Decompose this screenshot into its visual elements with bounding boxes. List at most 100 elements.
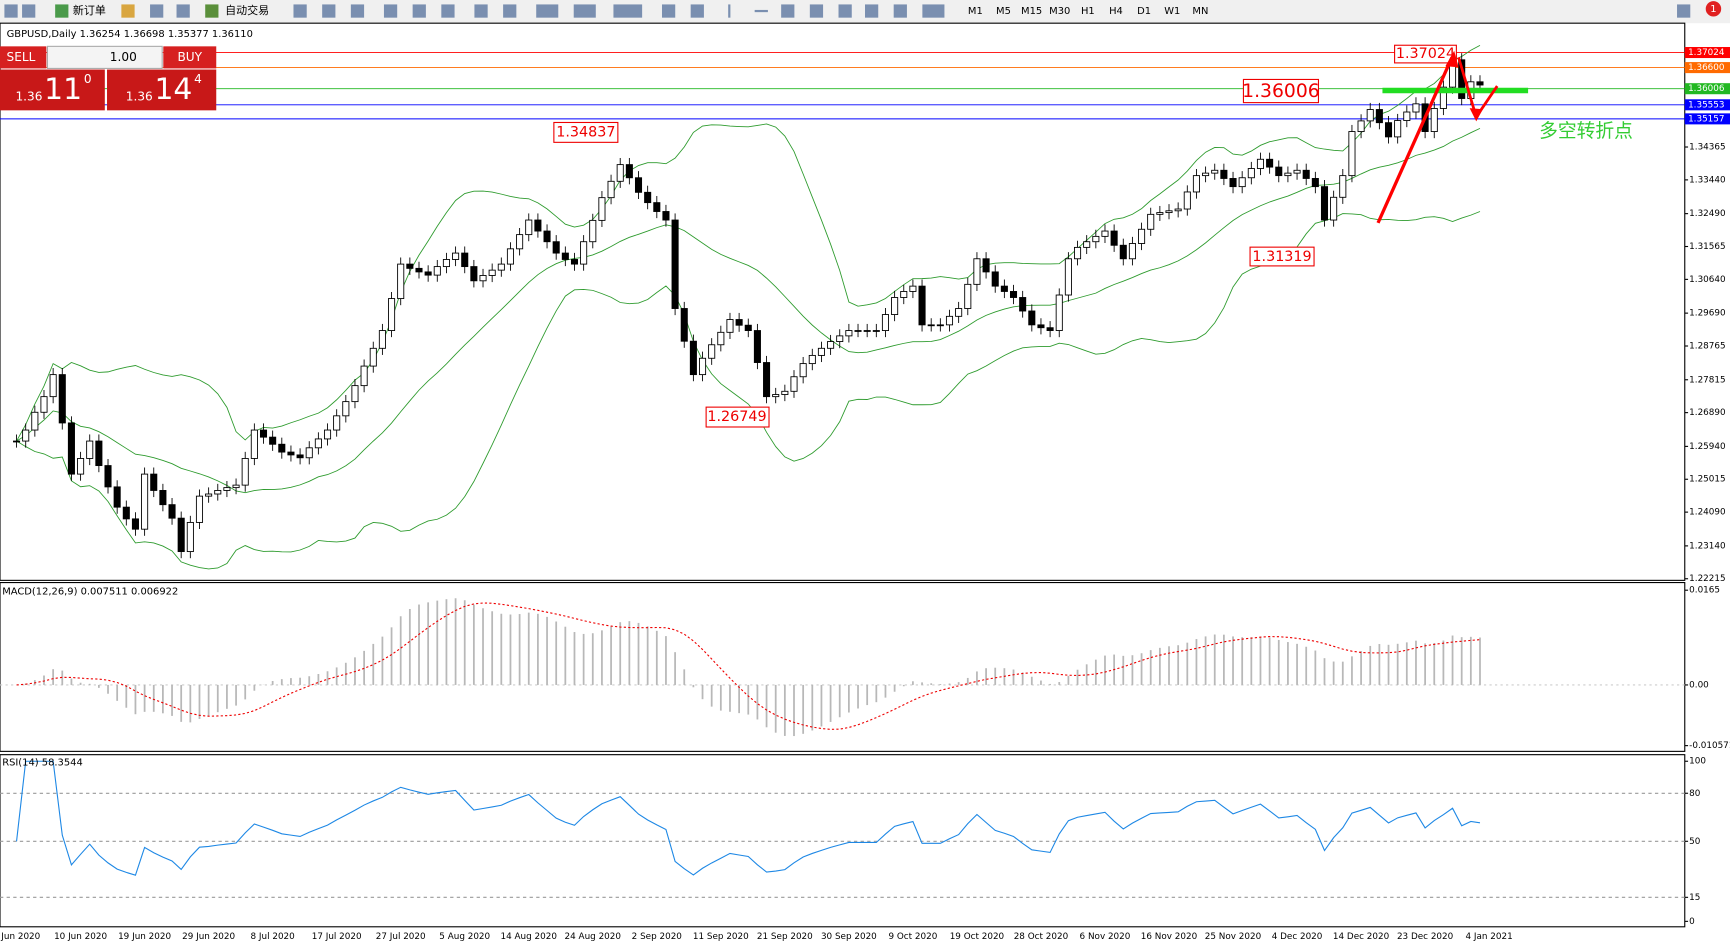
candle-body bbox=[598, 197, 606, 221]
bollinger-band bbox=[16, 44, 1481, 442]
sell-price-big: 1.36 bbox=[15, 90, 42, 104]
candle-body bbox=[186, 521, 194, 553]
sell-button[interactable] bbox=[0, 46, 47, 69]
candle-body bbox=[195, 495, 204, 523]
candle-body bbox=[1229, 178, 1237, 188]
candle-body bbox=[113, 486, 121, 508]
y-tick-label: 1.27815 bbox=[1689, 375, 1725, 385]
candle-body bbox=[31, 411, 39, 431]
timeframe-button[interactable]: H4 bbox=[1109, 6, 1123, 17]
auto-trading-button[interactable]: 自动交易 bbox=[225, 3, 269, 17]
candle-body bbox=[1074, 246, 1082, 260]
candle-body bbox=[506, 248, 514, 265]
timeframe-button[interactable]: M15 bbox=[1021, 6, 1042, 17]
rsi-label: RSI(14) 58.3544 bbox=[2, 757, 83, 768]
rsi-panel bbox=[0, 754, 1686, 928]
x-tick-label: 17 Jul 2020 bbox=[312, 932, 362, 942]
y-tick-label: 1.25015 bbox=[1689, 475, 1725, 485]
annotation: 多空转折点 bbox=[1539, 120, 1633, 142]
timeframe-button[interactable]: M5 bbox=[996, 6, 1011, 17]
candle-body bbox=[1302, 169, 1310, 179]
buy-price[interactable] bbox=[107, 69, 217, 111]
new-order-button[interactable]: 新订单 bbox=[73, 3, 106, 17]
x-tick-label: 10 Jun 2020 bbox=[54, 932, 107, 942]
x-tick-label: 19 Oct 2020 bbox=[950, 932, 1005, 942]
timeframe-button[interactable]: M1 bbox=[968, 6, 983, 17]
price-level-label: 1.36006 bbox=[1688, 84, 1725, 94]
candle-body bbox=[40, 396, 48, 413]
candle-body bbox=[333, 415, 341, 431]
candle-body bbox=[406, 263, 414, 269]
candle-body bbox=[1028, 310, 1036, 326]
macd-label: MACD(12,26,9) 0.007511 0.006922 bbox=[2, 586, 178, 597]
candle-body bbox=[671, 219, 679, 309]
candle-body bbox=[305, 447, 313, 459]
candle-body bbox=[634, 177, 643, 193]
x-tick-label: 5 Aug 2020 bbox=[439, 932, 490, 942]
timeframe-button[interactable]: M30 bbox=[1049, 6, 1070, 17]
timeframe-button[interactable]: W1 bbox=[1164, 6, 1180, 17]
candle-body bbox=[1101, 230, 1109, 237]
candle-body bbox=[1211, 169, 1219, 174]
price-level-tag bbox=[1684, 83, 1730, 95]
candle-body bbox=[991, 271, 999, 287]
buy-button[interactable] bbox=[163, 46, 217, 69]
candle-body bbox=[772, 394, 780, 398]
candle-body bbox=[388, 298, 396, 331]
y-tick-label: 1.30640 bbox=[1689, 275, 1726, 285]
y-tick-label: 15 bbox=[1689, 893, 1700, 903]
candle-body bbox=[1220, 169, 1228, 179]
candle-body bbox=[845, 330, 853, 337]
candle-body bbox=[1384, 122, 1393, 138]
candle-body bbox=[1266, 158, 1274, 168]
timeframe-button[interactable]: D1 bbox=[1137, 6, 1151, 17]
bollinger-band bbox=[16, 128, 1481, 494]
annotation-box bbox=[553, 121, 619, 143]
candle-body bbox=[827, 341, 835, 349]
candle-body bbox=[1430, 108, 1438, 132]
candle-body bbox=[726, 319, 734, 333]
candle-body bbox=[150, 473, 158, 491]
buy-price-fraction: 4 bbox=[194, 72, 202, 86]
candle-body bbox=[589, 219, 597, 243]
candle-body bbox=[607, 180, 615, 199]
candle-body bbox=[1375, 109, 1383, 124]
annotations: 1.37024 1.36006 1.34837 1.31319 1.26749 … bbox=[553, 44, 1633, 428]
candle-body bbox=[580, 241, 588, 265]
y-tick-label: 1.34365 bbox=[1689, 143, 1725, 153]
candle-body bbox=[973, 258, 981, 285]
y-tick-label: 1.28765 bbox=[1689, 342, 1725, 352]
candle-body bbox=[232, 484, 240, 489]
y-tick-label: 50 bbox=[1689, 837, 1701, 847]
candle-body bbox=[1202, 172, 1210, 177]
plots: 1.34365 1.33440 1.32490 1.31565 1.30640 1.296… bbox=[0, 44, 1730, 942]
main-panel bbox=[0, 22, 1686, 581]
candle-body bbox=[1019, 297, 1027, 312]
sell-price[interactable] bbox=[0, 69, 105, 111]
lots-field[interactable] bbox=[46, 45, 163, 69]
arrow-head bbox=[1469, 108, 1483, 122]
x-tick-label: 6 Nov 2020 bbox=[1080, 932, 1131, 942]
price-level-tag bbox=[1684, 113, 1730, 125]
candle-body bbox=[122, 506, 130, 520]
candle-body bbox=[534, 219, 542, 232]
candle-body bbox=[1311, 178, 1319, 188]
notification-count: 1 bbox=[1710, 4, 1716, 15]
candle-body bbox=[397, 263, 405, 300]
candle-body bbox=[433, 266, 441, 276]
candle-body bbox=[543, 230, 551, 243]
timeframe-button[interactable]: H1 bbox=[1081, 6, 1095, 17]
notification-badge[interactable] bbox=[1705, 1, 1722, 17]
x-tick-label: 25 Nov 2020 bbox=[1205, 932, 1262, 942]
candle-body bbox=[616, 164, 624, 182]
candle-body bbox=[1238, 177, 1246, 188]
timeframe-button[interactable]: MN bbox=[1192, 6, 1208, 17]
candle-body bbox=[214, 490, 222, 495]
candle-body bbox=[378, 330, 386, 349]
candle-body bbox=[781, 390, 789, 395]
sell-price-fraction: 0 bbox=[84, 72, 92, 86]
price-level-label: 1.35157 bbox=[1688, 114, 1724, 124]
candle-body bbox=[104, 465, 112, 488]
candle-body bbox=[67, 422, 75, 475]
